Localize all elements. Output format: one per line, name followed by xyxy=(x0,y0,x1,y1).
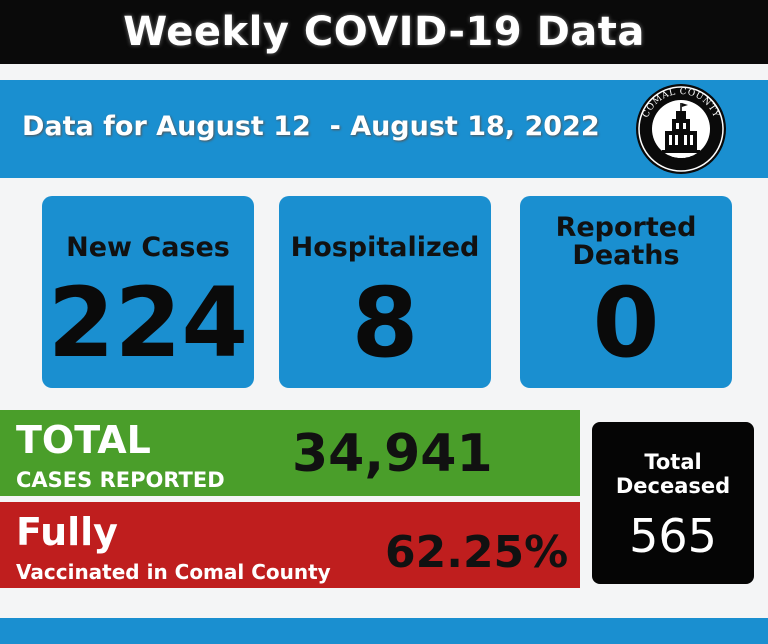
total-deceased-card: Total Deceased 565 xyxy=(592,422,754,584)
new-cases-label: New Cases xyxy=(66,232,230,263)
total-deceased-label: Total Deceased xyxy=(615,450,731,498)
county-seal-icon: COMAL COUNTY TEXAS xyxy=(636,84,726,174)
total-cases-subheading: CASES REPORTED xyxy=(16,468,225,492)
new-cases-value: 224 xyxy=(47,267,249,379)
vaccinated-heading: Fully xyxy=(16,510,118,554)
reported-deaths-label: Reported Deaths xyxy=(555,212,697,271)
header-bar: Weekly COVID-19 Data xyxy=(0,0,768,64)
reported-deaths-value: 0 xyxy=(592,267,660,379)
hospitalized-card: Hospitalized 8 xyxy=(279,196,491,388)
page-title: Weekly COVID-19 Data xyxy=(123,9,645,55)
total-cases-value: 34,941 xyxy=(292,424,493,484)
vaccinated-value: 62.25% xyxy=(385,527,569,578)
date-band: Data for August 12 - August 18, 2022 COM… xyxy=(0,80,768,178)
courthouse-icon xyxy=(662,103,700,153)
total-deceased-value: 565 xyxy=(629,509,717,563)
reported-deaths-card: Reported Deaths 0 xyxy=(520,196,732,388)
date-range-text: Data for August 12 - August 18, 2022 xyxy=(22,111,600,142)
vaccinated-band: Fully Vaccinated in Comal County 62.25% xyxy=(0,502,580,588)
bottom-band xyxy=(0,618,768,644)
total-cases-heading: TOTAL xyxy=(16,418,151,462)
hospitalized-label: Hospitalized xyxy=(290,232,480,263)
vaccinated-subheading: Vaccinated in Comal County xyxy=(16,560,331,584)
new-cases-card: New Cases 224 xyxy=(42,196,254,388)
total-cases-band: TOTAL CASES REPORTED 34,941 xyxy=(0,410,580,496)
hospitalized-value: 8 xyxy=(351,267,419,379)
